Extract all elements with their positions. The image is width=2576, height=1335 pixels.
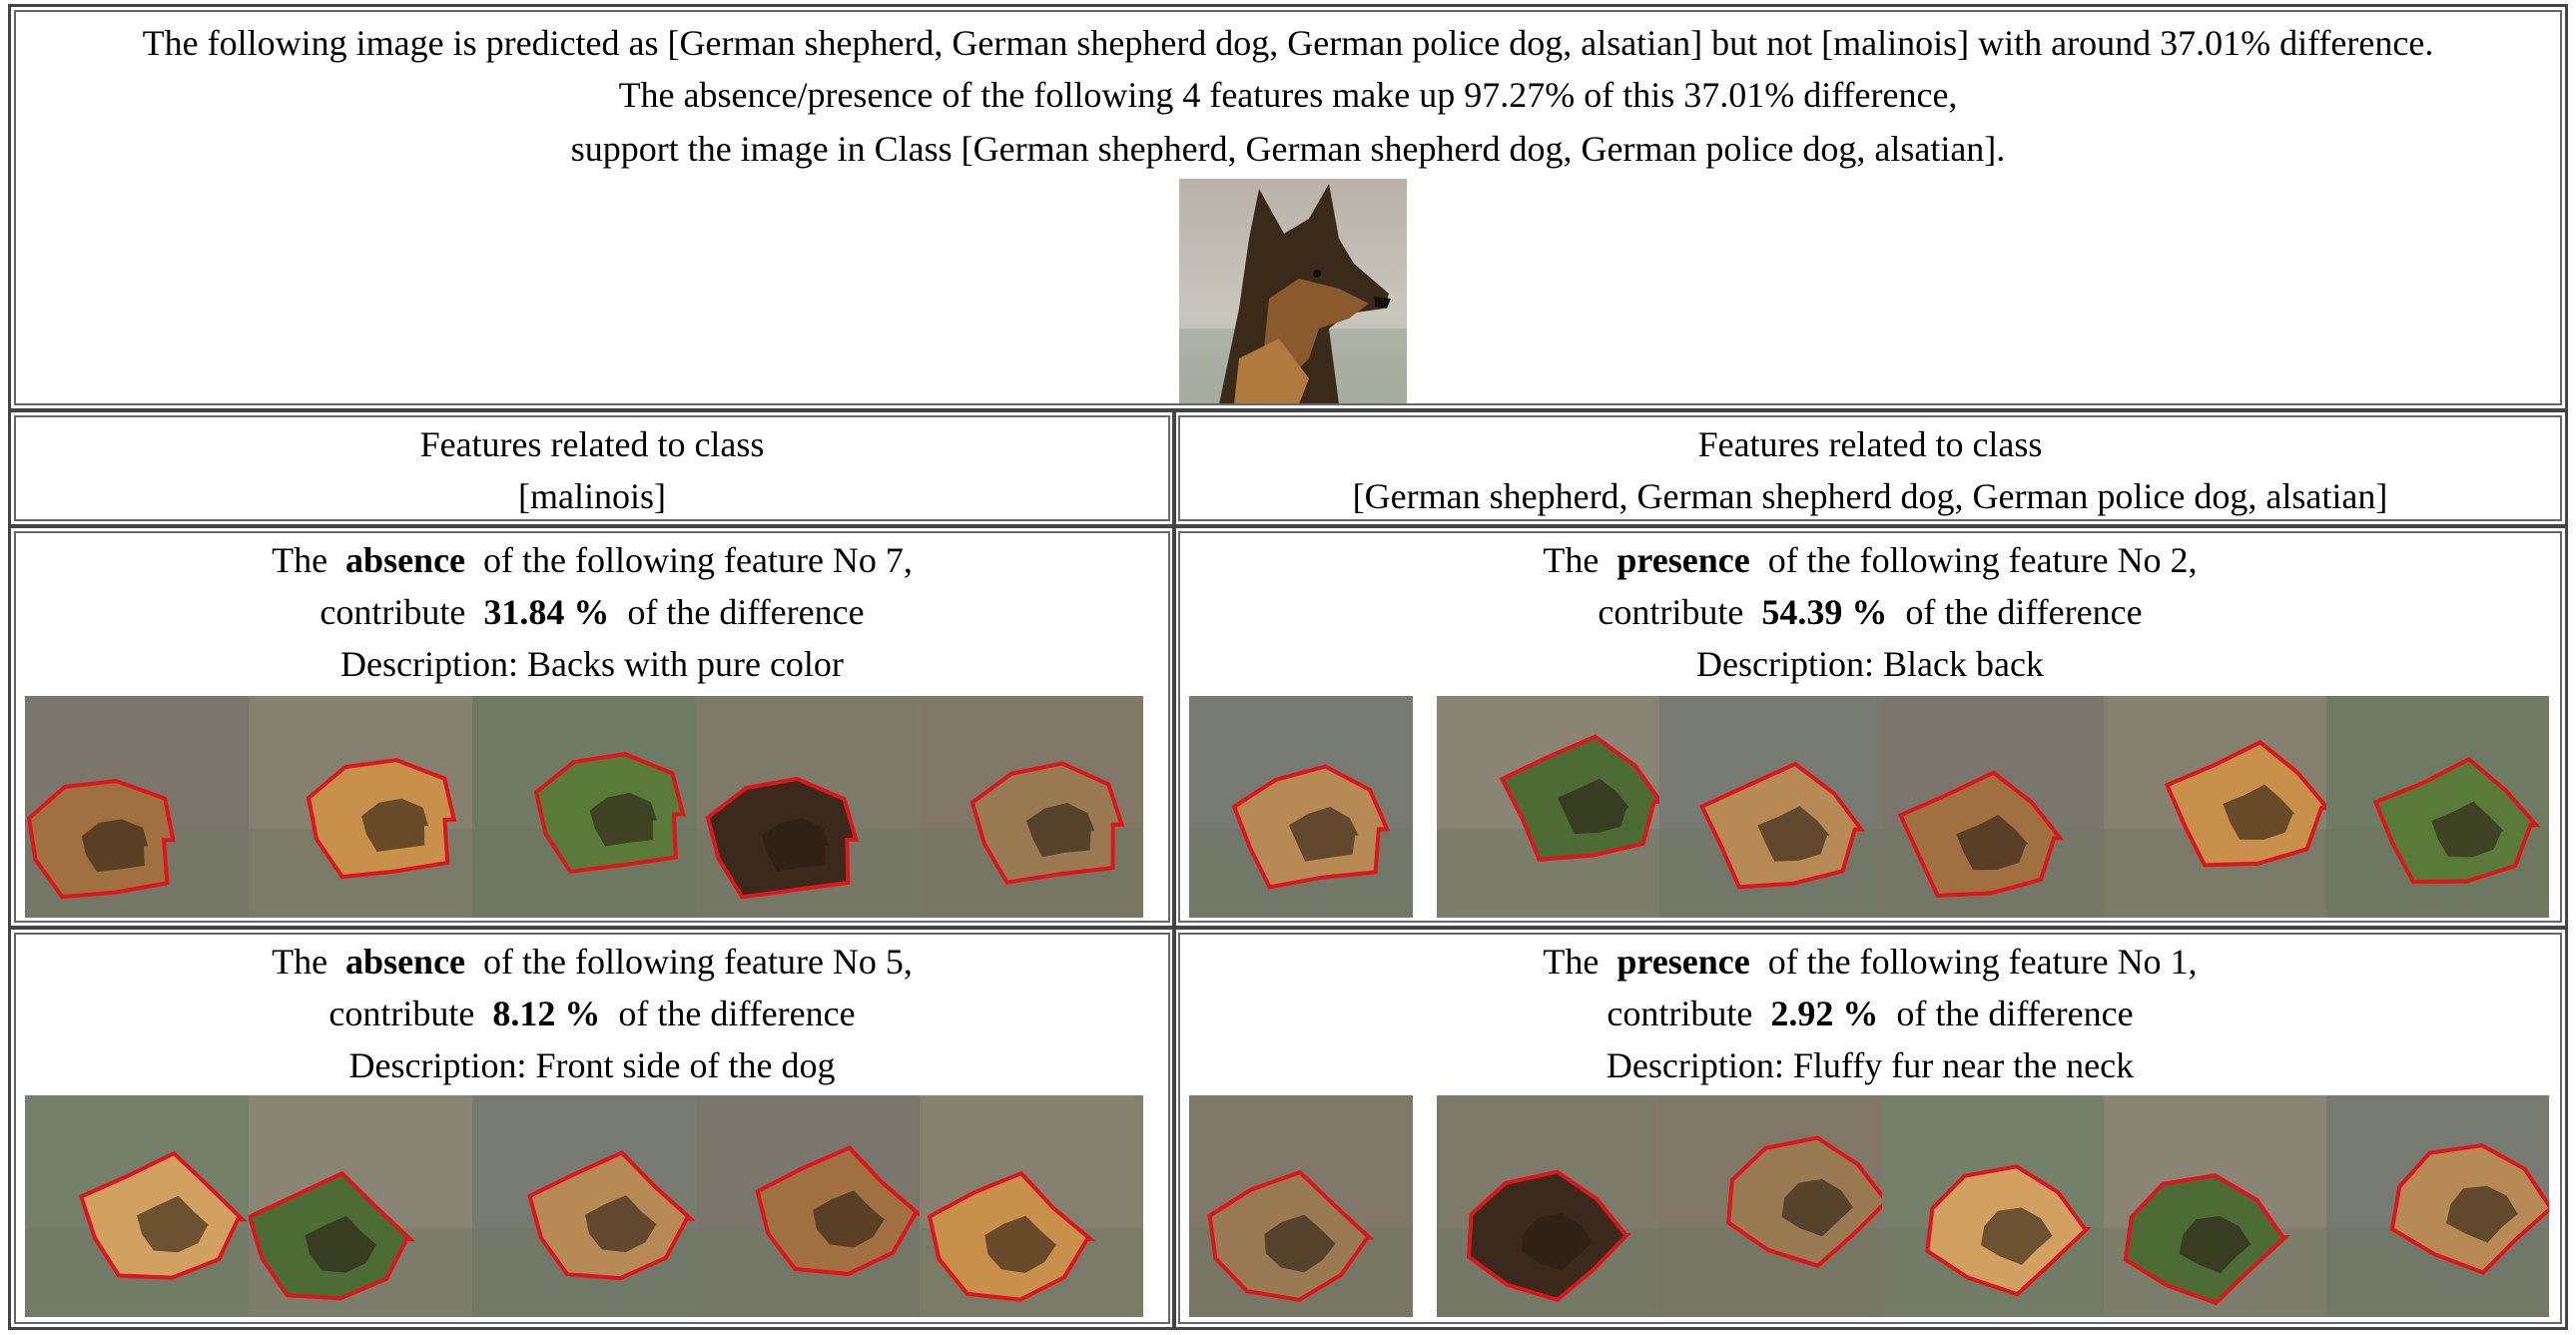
example-patch — [249, 696, 472, 918]
example-patch — [2104, 696, 2327, 918]
example-patch — [1658, 696, 1882, 918]
example-strip-grid — [1437, 696, 2549, 918]
example-patch — [25, 696, 249, 918]
feature-line-1: The absence of the following feature No … — [272, 540, 913, 580]
summary-line-2: The absence/presence of the following 4 … — [618, 75, 1958, 115]
feature-description: Description: Fluffy fur near the neck — [1606, 1045, 2135, 1085]
left-header-line-1: Features related to class — [419, 424, 765, 464]
dog-photo-icon — [1881, 696, 2105, 918]
feature-cell-5: The absence of the following feature No … — [8, 927, 1176, 1330]
example-patch — [249, 1095, 472, 1317]
example-patch — [696, 696, 920, 918]
summary-line-3: support the image in Class [German sheph… — [570, 129, 2006, 169]
example-strip — [1189, 696, 1413, 918]
feature-kind: absence — [345, 942, 466, 982]
german-shepherd-portrait-icon — [1179, 179, 1407, 404]
right-header-line-2: [German shepherd, German shepherd dog, G… — [1352, 476, 2388, 516]
dog-photo-icon — [472, 1095, 696, 1317]
feature-description: Description: Backs with pure color — [340, 644, 844, 684]
example-patch — [920, 696, 1143, 918]
dog-photo-icon — [1437, 696, 1659, 918]
example-patch — [25, 1095, 249, 1317]
feature-cell-7: The absence of the following feature No … — [8, 525, 1176, 929]
dog-photo-icon — [1437, 1095, 1659, 1317]
feature-cell-2: The presence of the following feature No… — [1172, 525, 2568, 929]
feature-cell-1: The presence of the following feature No… — [1172, 927, 2568, 1330]
feature-line-1: The absence of the following feature No … — [272, 942, 913, 982]
feature-description: Description: Black back — [1696, 644, 2044, 684]
feature-line-2: contribute 2.92 % of the difference — [1607, 994, 2134, 1033]
example-patch — [1881, 1095, 2105, 1317]
example-patch — [1437, 696, 1659, 918]
input-image — [1179, 179, 1407, 404]
left-header-line-2: [malinois] — [518, 476, 666, 516]
example-patch — [1437, 1095, 1659, 1317]
example-patch — [1658, 1095, 1882, 1317]
example-strip — [25, 1095, 1143, 1317]
feature-line-1: The presence of the following feature No… — [1543, 540, 2198, 580]
dog-photo-icon — [1658, 1095, 1882, 1317]
example-strip-grid — [1437, 1095, 2549, 1317]
feature-percentage: 8.12 % — [492, 994, 601, 1033]
dog-photo-icon — [1189, 1095, 1413, 1317]
dog-photo-icon — [472, 696, 696, 918]
dog-photo-icon — [1658, 696, 1882, 918]
dog-photo-icon — [920, 1095, 1143, 1317]
example-strip — [25, 696, 1143, 918]
right-column-header: Features related to class [German shephe… — [1172, 409, 2568, 527]
feature-percentage: 2.92 % — [1770, 994, 1879, 1033]
example-patch — [920, 1095, 1143, 1317]
feature-line-2: contribute 54.39 % of the difference — [1598, 592, 2143, 632]
feature-percentage: 31.84 % — [483, 592, 610, 632]
dog-photo-icon — [696, 696, 920, 918]
header-box: The following image is predicted as [Ger… — [8, 4, 2568, 411]
example-patch — [696, 1095, 920, 1317]
feature-kind: presence — [1616, 540, 1750, 580]
dog-photo-icon — [696, 1095, 920, 1317]
feature-line-1: The presence of the following feature No… — [1543, 942, 2198, 982]
dog-photo-icon — [25, 1095, 249, 1317]
left-column-header: Features related to class [malinois] — [8, 409, 1176, 527]
feature-kind: absence — [345, 540, 466, 580]
example-patch — [2326, 696, 2549, 918]
example-patch — [1189, 696, 1413, 918]
dog-photo-icon — [2104, 1095, 2327, 1317]
right-header-line-1: Features related to class — [1697, 424, 2043, 464]
dog-photo-icon — [249, 1095, 472, 1317]
feature-percentage: 54.39 % — [1761, 592, 1888, 632]
dog-photo-icon — [25, 696, 249, 918]
example-patch — [2104, 1095, 2327, 1317]
example-patch — [472, 1095, 696, 1317]
example-patch — [472, 696, 696, 918]
feature-kind: presence — [1616, 942, 1750, 982]
dog-photo-icon — [2104, 696, 2327, 918]
dog-photo-icon — [249, 696, 472, 918]
example-strip — [1189, 1095, 1413, 1317]
example-patch — [2326, 1095, 2549, 1317]
feature-line-2: contribute 31.84 % of the difference — [320, 592, 865, 632]
dog-photo-icon — [1189, 696, 1413, 918]
feature-description: Description: Front side of the dog — [348, 1045, 836, 1085]
example-patch — [1881, 696, 2105, 918]
summary-line-1: The following image is predicted as [Ger… — [142, 23, 2434, 63]
dog-photo-icon — [2326, 696, 2549, 918]
example-patch — [1189, 1095, 1413, 1317]
dog-photo-icon — [2326, 1095, 2549, 1317]
dog-photo-icon — [920, 696, 1143, 918]
dog-photo-icon — [1881, 1095, 2105, 1317]
feature-line-2: contribute 8.12 % of the difference — [328, 994, 856, 1033]
